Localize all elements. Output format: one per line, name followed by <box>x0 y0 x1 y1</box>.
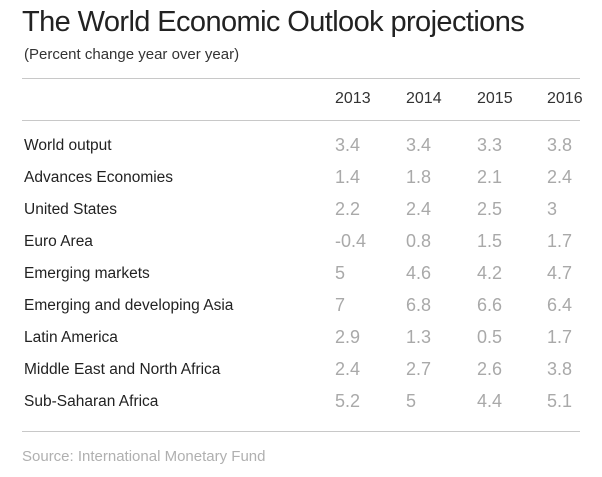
header-bottom-rule <box>22 120 580 121</box>
row-label: Latin America <box>24 329 118 346</box>
table-cell: 1.4 <box>335 167 361 187</box>
table-cell: 2.4 <box>335 359 361 379</box>
table-cell: 4.4 <box>477 391 503 411</box>
table-cell: 2.4 <box>547 167 573 187</box>
table-cell: 2.9 <box>335 327 361 347</box>
table-cell: 2.5 <box>477 199 503 219</box>
row-label: Emerging markets <box>24 265 150 282</box>
table-cell: 4.7 <box>547 263 573 283</box>
table-cell: 2.1 <box>477 167 503 187</box>
table-cell: 5 <box>335 263 346 283</box>
table-cell: 5.2 <box>335 391 361 411</box>
header-top-rule <box>22 78 580 79</box>
chart-subtitle: (Percent change year over year) <box>24 46 240 63</box>
table-cell: 1.3 <box>406 327 432 347</box>
table-cell: 3.4 <box>335 135 361 155</box>
table-cell: 0.5 <box>477 327 503 347</box>
table-cell: 1.5 <box>477 231 503 251</box>
row-label: Euro Area <box>24 233 93 250</box>
table-cell: 2.6 <box>477 359 503 379</box>
table-cell: 6.6 <box>477 295 503 315</box>
column-header-2016: 2016 <box>547 90 583 107</box>
row-label: Sub-Saharan Africa <box>24 393 159 410</box>
table-cell: 3 <box>547 199 558 219</box>
table-cell: 3.3 <box>477 135 503 155</box>
table-cell: 4.2 <box>477 263 503 283</box>
table-cell: 5 <box>406 391 417 411</box>
table-cell: 3.8 <box>547 135 573 155</box>
table-cell: 4.6 <box>406 263 432 283</box>
column-header-2014: 2014 <box>406 90 442 107</box>
table-cell: -0.4 <box>335 231 367 251</box>
table-bottom-rule <box>22 431 580 432</box>
table-cell: 6.8 <box>406 295 432 315</box>
table-cell: 1.7 <box>547 231 573 251</box>
table-cell: 7 <box>335 295 346 315</box>
table-cell: 1.7 <box>547 327 573 347</box>
table-cell: 2.7 <box>406 359 432 379</box>
row-label: Middle East and North Africa <box>24 361 221 378</box>
row-label: United States <box>24 201 118 218</box>
table-cell: 1.8 <box>406 167 432 187</box>
source-note: Source: International Monetary Fund <box>22 448 266 465</box>
table-cell: 5.1 <box>547 391 573 411</box>
column-header-2013: 2013 <box>335 90 371 107</box>
table-cell: 2.2 <box>335 199 361 219</box>
table-cell: 3.4 <box>406 135 432 155</box>
table-cell: 2.4 <box>406 199 432 219</box>
table-cell: 0.8 <box>406 231 432 251</box>
row-label: World output <box>24 137 112 154</box>
column-header-2015: 2015 <box>477 90 513 107</box>
table-cell: 3.8 <box>547 359 573 379</box>
row-label: Emerging and developing Asia <box>24 297 234 314</box>
table-cell: 6.4 <box>547 295 573 315</box>
chart-title: The World Economic Outlook projections <box>22 6 525 38</box>
row-label: Advances Economies <box>24 169 174 186</box>
